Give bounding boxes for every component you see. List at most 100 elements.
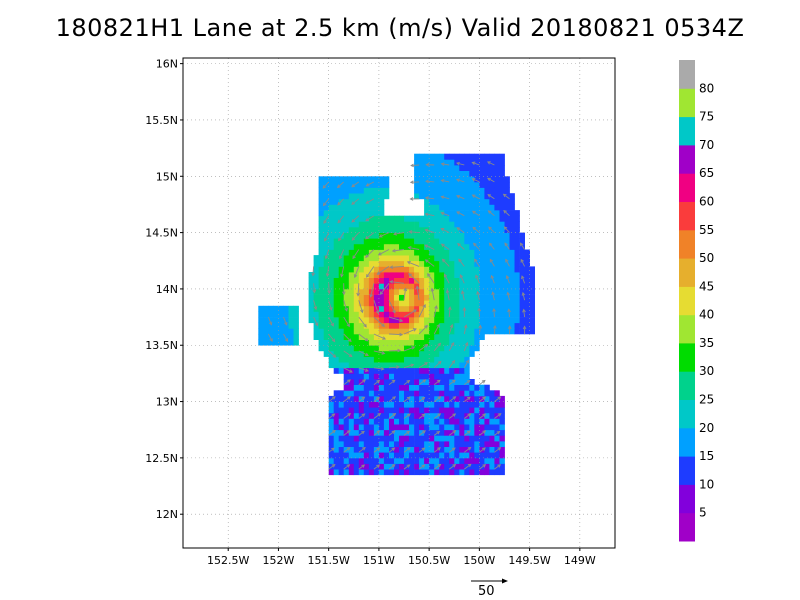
wind-vector (479, 447, 486, 453)
wind-cell (419, 339, 425, 346)
wind-cell (454, 294, 460, 301)
wind-cell (429, 260, 435, 267)
wind-cell (399, 435, 405, 442)
wind-cell (414, 429, 420, 436)
wind-cell (399, 407, 405, 414)
wind-cell (328, 328, 335, 335)
wind-cell (459, 418, 465, 425)
wind-cell (494, 429, 500, 436)
wind-cell (389, 367, 395, 374)
wind-cell (459, 181, 465, 188)
wind-cell (419, 334, 425, 340)
wind-cell (373, 395, 380, 402)
wind-cell (504, 260, 510, 267)
wind-cell (363, 288, 370, 295)
wind-cell (333, 469, 340, 476)
wind-cell (399, 362, 405, 369)
wind-cell (258, 305, 264, 312)
wind-cell (328, 412, 335, 419)
wind-cell (404, 215, 410, 222)
wind-cell (358, 328, 365, 335)
wind-vector (343, 316, 350, 328)
wind-cell (373, 367, 380, 374)
wind-cell (469, 294, 475, 301)
wind-cell (454, 210, 460, 217)
wind-cell (394, 215, 400, 222)
wind-cell (373, 463, 380, 470)
wind-cell (439, 221, 445, 228)
wind-cell (489, 390, 495, 397)
wind-cell (444, 266, 450, 273)
wind-cell (348, 300, 355, 307)
wind-cell (479, 463, 485, 470)
wind-cell (424, 356, 430, 363)
wind-vector (322, 198, 330, 207)
wind-cell (469, 407, 475, 414)
wind-cell (348, 249, 355, 256)
wind-cell (489, 457, 495, 464)
wind-cell (394, 305, 400, 312)
wind-cell (318, 339, 324, 346)
wind-cell (469, 165, 475, 171)
wind-cell (323, 238, 330, 245)
wind-cell (469, 339, 475, 346)
wind-cell (318, 221, 324, 228)
wind-cell (449, 401, 455, 408)
wind-cell (464, 379, 470, 385)
wind-vector (325, 266, 330, 278)
wind-cell (338, 441, 345, 447)
wind-cell (479, 193, 485, 200)
wind-vector (464, 413, 472, 419)
wind-cell (368, 283, 375, 290)
wind-cell (358, 401, 365, 408)
wind-cell (373, 232, 380, 239)
wind-cell (524, 283, 530, 290)
wind-cell (459, 294, 465, 301)
wind-vector (337, 215, 345, 224)
wind-cell (464, 362, 470, 369)
wind-cell (464, 153, 470, 160)
wind-cell (509, 204, 515, 211)
wind-cell (434, 227, 440, 233)
wind-cell (399, 221, 405, 228)
wind-cell (348, 345, 355, 352)
wind-cell (363, 384, 370, 391)
wind-cell (363, 401, 370, 408)
wind-cell (509, 283, 515, 290)
wind-cell (363, 255, 370, 262)
wind-cell (439, 300, 445, 307)
wind-cell (429, 198, 435, 205)
wind-cell (444, 334, 450, 340)
wind-cell (494, 266, 500, 273)
wind-cell (474, 322, 480, 329)
wind-cell (469, 243, 475, 250)
wind-vector (312, 283, 317, 294)
wind-cell (489, 300, 495, 307)
wind-vector (418, 343, 429, 352)
wind-cell (323, 266, 330, 273)
wind-cell (464, 328, 470, 335)
wind-cell (394, 452, 400, 459)
wind-vector (415, 285, 420, 301)
lon-tick-label: 149.5W (508, 554, 550, 567)
wind-cell (484, 390, 490, 397)
wind-cell (404, 238, 410, 245)
lat-tick-label: 15.5N (145, 114, 178, 127)
wind-cell (494, 407, 500, 414)
wind-cell (358, 294, 365, 301)
wind-vector (376, 266, 390, 275)
wind-cell (333, 418, 340, 425)
wind-cell (419, 418, 425, 425)
wind-cell (333, 339, 340, 346)
wind-vector (494, 413, 502, 419)
wind-cell (444, 272, 450, 278)
wind-cell (323, 193, 330, 200)
wind-vector (403, 328, 417, 335)
wind-vector (433, 323, 440, 335)
wind-cell (479, 429, 485, 436)
wind-cell (404, 243, 410, 250)
wind-vector (490, 274, 495, 284)
wind-cell (414, 227, 420, 233)
wind-cell (429, 266, 435, 273)
wind-cell (373, 198, 380, 205)
